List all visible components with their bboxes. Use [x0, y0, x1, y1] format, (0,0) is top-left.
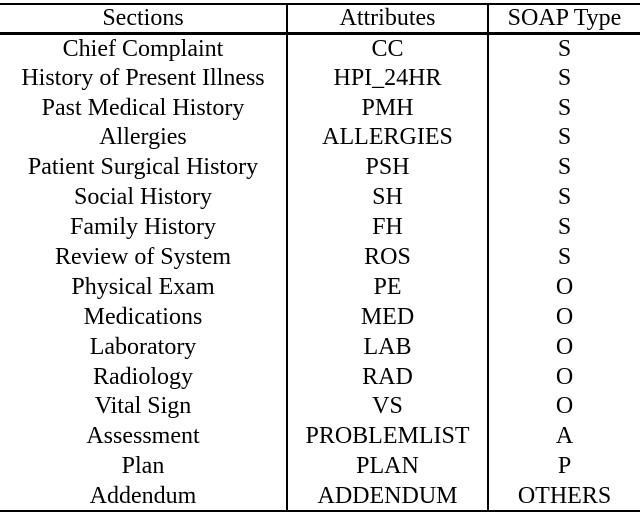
attribute-cell: HPI_24HR: [287, 62, 489, 93]
table-row: Family History FH S: [0, 212, 640, 243]
soap-type-cell: S: [557, 35, 572, 62]
section-cell: Chief Complaint: [0, 33, 288, 63]
attribute-cell: ADDENDUM: [287, 481, 489, 513]
section-cell: Laboratory: [0, 331, 288, 362]
attribute-cell: ROS: [287, 242, 489, 273]
section-cell: Plan: [0, 451, 288, 482]
soap-type-cell: O: [555, 273, 574, 300]
section-cell: Family History: [0, 212, 288, 243]
attribute-cell: PROBLEMLIST: [287, 421, 489, 452]
table-row: Medications MED O: [0, 302, 640, 332]
soap-type-cell: O: [555, 363, 574, 390]
soap-type-cell: S: [557, 243, 572, 270]
soap-type-cell: S: [557, 94, 572, 121]
section-cell: Medications: [0, 302, 288, 332]
paper-table-figure: Sections Attributes SOAP Type Chief Comp…: [0, 3, 640, 522]
attribute-cell: FH: [287, 212, 489, 243]
soap-type-cell: A: [555, 423, 574, 450]
table-row: Physical Exam PE O: [0, 272, 640, 303]
soap-type-cell: S: [557, 214, 572, 241]
header-soap-type: SOAP Type: [488, 3, 640, 35]
attribute-cell: ALLERGIES: [287, 122, 489, 153]
attribute-cell: PLAN: [287, 451, 489, 482]
table-row: History of Present Illness HPI_24HR S: [0, 62, 640, 93]
attribute-cell: PSH: [287, 152, 489, 183]
table-row: Patient Surgical History PSH S: [0, 152, 640, 183]
attribute-cell: MED: [287, 302, 489, 332]
soap-type-cell: S: [557, 64, 572, 91]
soap-type-cell: S: [557, 154, 572, 181]
soap-type-cell: O: [555, 393, 574, 420]
table-row: Plan PLAN P: [0, 451, 640, 482]
attribute-cell: RAD: [287, 361, 489, 392]
section-cell: Past Medical History: [0, 92, 288, 123]
table-row: Laboratory LAB O: [0, 331, 640, 362]
soap-type-cell: OTHERS: [488, 481, 640, 513]
attribute-cell: PMH: [287, 92, 489, 123]
table-row: Addendum ADDENDUM OTHERS: [0, 481, 640, 513]
soap-type-cell: O: [555, 303, 574, 330]
header-attributes: Attributes: [287, 3, 489, 35]
attribute-cell: LAB: [287, 331, 489, 362]
table-header-row: Sections Attributes SOAP Type: [0, 3, 640, 35]
section-cell: Social History: [0, 182, 288, 213]
section-cell: Review of System: [0, 242, 288, 273]
section-cell: Patient Surgical History: [0, 152, 288, 183]
table-row: Review of System ROS S: [0, 242, 640, 273]
section-cell: Physical Exam: [0, 272, 288, 303]
section-cell: Vital Sign: [0, 391, 288, 422]
section-cell: Radiology: [0, 361, 288, 392]
table-row: Past Medical History PMH S: [0, 92, 640, 123]
attribute-cell: CC: [287, 33, 489, 63]
soap-type-cell: S: [557, 184, 572, 211]
table-row: Assessment PROBLEMLIST A: [0, 421, 640, 452]
section-cell: Allergies: [0, 122, 288, 153]
soap-type-cell: O: [555, 333, 574, 360]
section-cell: History of Present Illness: [0, 62, 288, 93]
soap-type-cell: P: [557, 453, 572, 480]
table-row: Social History SH S: [0, 182, 640, 213]
table-row: Chief Complaint CC S: [0, 33, 640, 63]
table-row: Vital Sign VS O: [0, 391, 640, 422]
soap-type-cell: S: [557, 124, 572, 151]
section-cell: Assessment: [0, 421, 288, 452]
table-row: Radiology RAD O: [0, 361, 640, 392]
attribute-cell: SH: [287, 182, 489, 213]
attribute-cell: VS: [287, 391, 489, 422]
section-cell: Addendum: [0, 481, 288, 513]
table-row: Allergies ALLERGIES S: [0, 122, 640, 153]
soap-sections-table: Sections Attributes SOAP Type Chief Comp…: [0, 3, 640, 513]
header-sections: Sections: [0, 3, 288, 35]
attribute-cell: PE: [287, 272, 489, 303]
